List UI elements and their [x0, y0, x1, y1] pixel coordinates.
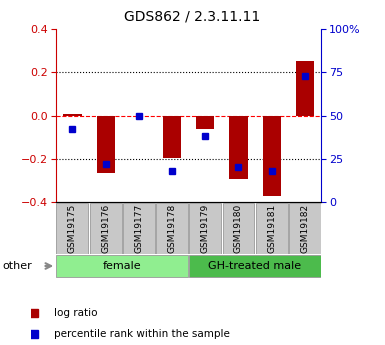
Bar: [57, 255, 188, 277]
Text: GSM19182: GSM19182: [300, 204, 310, 253]
Text: GH-treated male: GH-treated male: [209, 261, 301, 271]
Bar: [263, 116, 281, 196]
Bar: [189, 255, 321, 277]
Bar: [63, 115, 82, 116]
Text: GSM19176: GSM19176: [101, 204, 110, 253]
Text: GDS862 / 2.3.11.11: GDS862 / 2.3.11.11: [124, 10, 261, 24]
Text: GSM19178: GSM19178: [167, 204, 177, 253]
Text: GSM19181: GSM19181: [267, 204, 276, 253]
Bar: [156, 203, 188, 254]
Text: GSM19180: GSM19180: [234, 204, 243, 253]
Bar: [296, 61, 314, 116]
Bar: [57, 203, 89, 254]
Bar: [229, 116, 248, 179]
Bar: [123, 203, 155, 254]
Bar: [189, 203, 221, 254]
Text: GSM19175: GSM19175: [68, 204, 77, 253]
Text: percentile rank within the sample: percentile rank within the sample: [54, 329, 229, 339]
Text: GSM19177: GSM19177: [134, 204, 143, 253]
Bar: [163, 116, 181, 158]
Bar: [289, 203, 321, 254]
Text: log ratio: log ratio: [54, 308, 97, 318]
Bar: [97, 116, 115, 173]
Bar: [196, 116, 214, 129]
Bar: [223, 203, 254, 254]
Text: female: female: [103, 261, 142, 271]
Bar: [256, 203, 288, 254]
Bar: [90, 203, 122, 254]
Text: GSM19179: GSM19179: [201, 204, 210, 253]
Text: other: other: [2, 261, 32, 271]
